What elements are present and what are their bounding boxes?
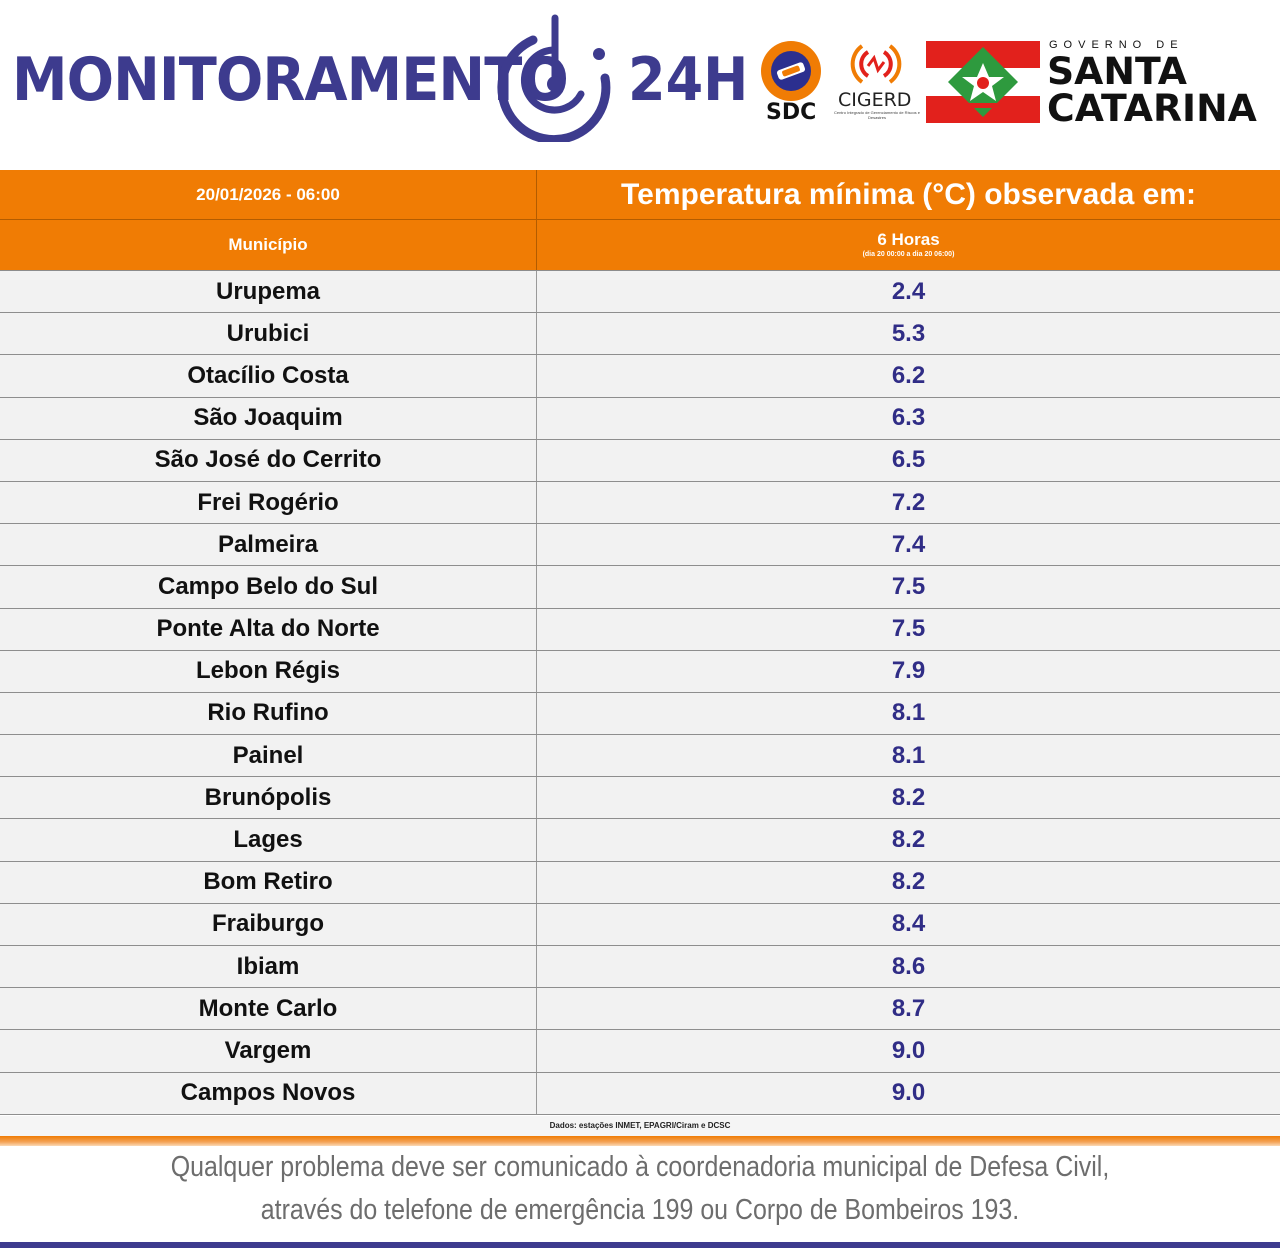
governo-de-label: GOVERNO DE bbox=[1049, 39, 1184, 51]
table-row: Lages 8.2 bbox=[0, 819, 1280, 862]
municipio-cell: Palmeira bbox=[0, 524, 537, 566]
table-row: Brunópolis 8.2 bbox=[0, 777, 1280, 820]
bottom-bar bbox=[0, 1242, 1280, 1248]
santa-catarina-flag-icon bbox=[926, 41, 1040, 123]
temperature-cell: 7.2 bbox=[891, 488, 926, 516]
temperature-cell: 7.9 bbox=[891, 657, 926, 685]
state-name-line1: SANTA bbox=[1047, 50, 1188, 93]
temperature-table: 20/01/2026 - 06:00 Temperatura mínima (°… bbox=[0, 170, 1280, 1115]
temperature-cell: 8.2 bbox=[891, 868, 926, 896]
state-name: SANTA CATARINA bbox=[1047, 53, 1257, 127]
table-row: Urubici 5.3 bbox=[0, 313, 1280, 356]
municipio-cell: Bom Retiro bbox=[0, 861, 537, 903]
municipio-cell: Urupema bbox=[0, 271, 537, 313]
state-name-line2: CATARINA bbox=[1047, 87, 1257, 130]
brand-title: MONITORAMENTO bbox=[12, 45, 569, 115]
temperature-cell: 7.5 bbox=[891, 572, 926, 600]
hours-label: 6 Horas bbox=[877, 230, 940, 249]
table-row: Monte Carlo 8.7 bbox=[0, 988, 1280, 1031]
temperature-cell: 6.2 bbox=[891, 361, 926, 389]
table-row: Ibiam 8.6 bbox=[0, 946, 1280, 989]
municipio-cell: Lebon Régis bbox=[0, 650, 537, 692]
temperature-cell: 8.1 bbox=[891, 699, 926, 727]
municipio-cell: Lages bbox=[0, 819, 537, 861]
orange-divider bbox=[0, 1136, 1280, 1146]
municipio-cell: Campos Novos bbox=[0, 1072, 537, 1114]
municipio-cell: Vargem bbox=[0, 1030, 537, 1072]
temperature-cell: 5.3 bbox=[891, 319, 926, 347]
brand-24h: 24H bbox=[628, 45, 749, 115]
temperature-cell: 7.4 bbox=[891, 530, 926, 558]
municipio-cell: Brunópolis bbox=[0, 777, 537, 819]
temperature-cell: 7.5 bbox=[891, 615, 926, 643]
table-row: Campo Belo do Sul 7.5 bbox=[0, 566, 1280, 609]
temperature-cell: 6.5 bbox=[891, 446, 926, 474]
table-row: Lebon Régis 7.9 bbox=[0, 650, 1280, 693]
table-row: Fraiburgo 8.4 bbox=[0, 903, 1280, 946]
table-row: Campos Novos 9.0 bbox=[0, 1072, 1280, 1115]
footer-line-2: através do telefone de emergência 199 ou… bbox=[260, 1194, 1020, 1226]
temperature-cell: 6.3 bbox=[891, 404, 926, 432]
municipio-cell: Monte Carlo bbox=[0, 988, 537, 1030]
table-body: Urupema 2.4 Urubici 5.3 Otacílio Costa 6.2 São… bbox=[0, 271, 1280, 1115]
header-banner: MONITORAMENTO 24H SDC CIGERD Centro Inte… bbox=[0, 0, 1280, 171]
municipio-cell: Ibiam bbox=[0, 946, 537, 988]
municipio-cell: Painel bbox=[0, 735, 537, 777]
clock-power-icon bbox=[497, 14, 611, 142]
footer-line-1: Qualquer problema deve ser comunicado à … bbox=[170, 1151, 1110, 1183]
table-row: Rio Rufino 8.1 bbox=[0, 692, 1280, 736]
municipio-cell: São Joaquim bbox=[0, 397, 537, 439]
table-row: Bom Retiro 8.2 bbox=[0, 861, 1280, 904]
data-source-note: Dados: estações INMET, EPAGRI/Ciram e DC… bbox=[0, 1116, 1280, 1136]
cigerd-subtitle: Centro Integrado de Gerenciamento de Ris… bbox=[833, 110, 921, 120]
municipio-cell: Urubici bbox=[0, 313, 537, 355]
temperature-cell: 8.1 bbox=[891, 741, 926, 769]
temperature-cell: 8.6 bbox=[891, 952, 926, 980]
temperature-cell: 9.0 bbox=[891, 1036, 926, 1064]
table-row: Frei Rogério 7.2 bbox=[0, 481, 1280, 525]
hours-range-label: (dia 20 00:00 a dia 20 06:00) bbox=[862, 251, 955, 258]
temperature-cell: 2.4 bbox=[891, 277, 926, 305]
municipio-cell: Otacílio Costa bbox=[0, 355, 537, 397]
municipio-cell: Campo Belo do Sul bbox=[0, 566, 537, 608]
table-row: São José do Cerrito 6.5 bbox=[0, 439, 1280, 482]
table-row: Urupema 2.4 bbox=[0, 271, 1280, 314]
table-row: Otacílio Costa 6.2 bbox=[0, 355, 1280, 398]
table-header-row-1: 20/01/2026 - 06:00 Temperatura mínima (°… bbox=[0, 170, 1280, 220]
table-row: Vargem 9.0 bbox=[0, 1030, 1280, 1073]
cigerd-label: CIGERD bbox=[838, 89, 912, 111]
table-row: São Joaquim 6.3 bbox=[0, 397, 1280, 440]
municipio-cell: Rio Rufino bbox=[0, 692, 537, 735]
municipio-cell: Ponte Alta do Norte bbox=[0, 608, 537, 650]
table-row: Palmeira 7.4 bbox=[0, 524, 1280, 567]
report-datetime: 20/01/2026 - 06:00 bbox=[0, 170, 537, 219]
column-header-hours: 6 Horas (dia 20 00:00 a dia 20 06:00) bbox=[537, 220, 1280, 270]
table-header-row-2: Município 6 Horas (dia 20 00:00 a dia 20… bbox=[0, 220, 1280, 271]
temperature-cell: 8.2 bbox=[891, 826, 926, 854]
temperature-cell: 8.7 bbox=[891, 994, 926, 1022]
municipio-cell: Fraiburgo bbox=[0, 903, 537, 945]
temperature-cell: 8.2 bbox=[891, 783, 926, 811]
footer-notice: Qualquer problema deve ser comunicado à … bbox=[0, 1146, 1280, 1242]
municipio-cell: São José do Cerrito bbox=[0, 439, 537, 481]
temperature-cell: 9.0 bbox=[891, 1079, 926, 1107]
sdc-logo-icon bbox=[761, 41, 821, 101]
column-header-municipio: Município bbox=[0, 220, 537, 270]
table-title: Temperatura mínima (°C) observada em: bbox=[621, 177, 1196, 211]
municipio-cell: Frei Rogério bbox=[0, 481, 537, 524]
sdc-label: SDC bbox=[766, 100, 817, 125]
table-row: Painel 8.1 bbox=[0, 735, 1280, 778]
temperature-cell: 8.4 bbox=[891, 910, 926, 938]
table-row: Ponte Alta do Norte 7.5 bbox=[0, 608, 1280, 651]
cigerd-signal-icon bbox=[850, 44, 902, 84]
